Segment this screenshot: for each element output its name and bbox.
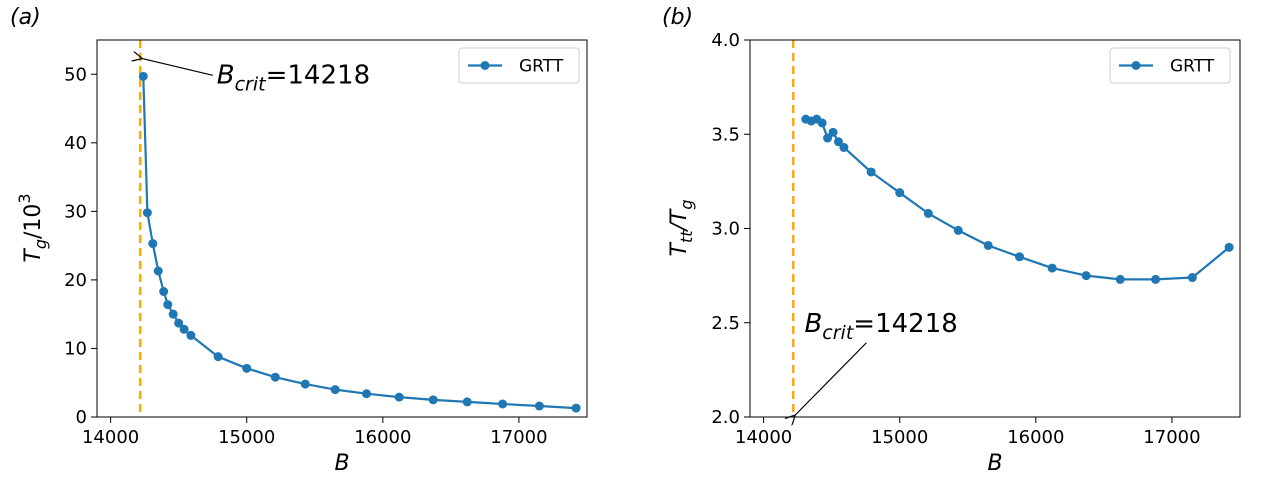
panel-a-data-point bbox=[138, 71, 148, 81]
panel-b-data-point bbox=[1187, 273, 1197, 283]
panel-b-legend: GRTT bbox=[1109, 47, 1231, 84]
panel-a-data-point bbox=[330, 385, 340, 395]
panel-b-plot-layer bbox=[801, 114, 1234, 284]
panel-b-data-point bbox=[1224, 242, 1234, 252]
panel-a-data-point bbox=[498, 399, 508, 409]
panel-b-data-point bbox=[953, 225, 963, 235]
panel-a-ytick-label-0: 0 bbox=[76, 407, 87, 428]
panel-b-data-point bbox=[983, 240, 993, 250]
panel-b-data-point bbox=[817, 118, 827, 128]
panel-b-data-point bbox=[923, 208, 933, 218]
panel-a-data-point bbox=[571, 403, 581, 413]
panel-a-ytick-label-1: 10 bbox=[64, 338, 87, 359]
panel-a-data-point bbox=[300, 379, 310, 389]
panel-b-annotation-text: Bcrit=14218 bbox=[804, 309, 957, 344]
panel-a-ytick-label-5: 50 bbox=[64, 64, 87, 85]
panel-b-data-point bbox=[833, 137, 843, 147]
panel-b-label: (b) bbox=[662, 5, 693, 30]
panel-a-ytick-label-2: 20 bbox=[64, 270, 87, 291]
panel-b-data-point bbox=[1047, 263, 1057, 273]
panel-b-data-point bbox=[839, 142, 849, 152]
panel-a-data-point bbox=[462, 397, 472, 407]
panel-a-annotation-text: Bcrit=14218 bbox=[217, 60, 370, 95]
panel-b-data-point bbox=[1115, 274, 1125, 284]
panel-b-legend-marker bbox=[1131, 61, 1141, 70]
panel-b-ytick-label-4: 4.0 bbox=[711, 30, 740, 51]
panel-a-data-point bbox=[163, 300, 173, 310]
panel-a-data-point bbox=[179, 324, 189, 334]
panel-a-data-point bbox=[270, 372, 280, 382]
panel-b-legend-text: GRTT bbox=[1170, 57, 1215, 77]
panel-a-ytick-label-3: 30 bbox=[64, 201, 87, 222]
panel-a-legend: GRTT bbox=[458, 47, 580, 84]
panel-a-data-point bbox=[159, 287, 169, 297]
panel-b: (b) 14000 15000 16000 170002.02.53.03.54.0 … bbox=[662, 5, 1241, 476]
panel-a-annotation: Bcrit=14218 bbox=[142, 59, 370, 95]
panel-b-annotation: Bcrit=14218 bbox=[795, 309, 958, 415]
panel-b-ytick-label-1: 2.5 bbox=[711, 313, 740, 334]
panel-a-data-point bbox=[168, 309, 178, 319]
panel-b-legend-box bbox=[1109, 47, 1231, 84]
panel-a: (a) 14000 15000 16000 17000 0 10 20 30 40 50 B Tg… bbox=[10, 5, 588, 476]
panel-a-xtick-label-1: 15000 bbox=[218, 427, 275, 448]
panel-b-ytick-label-3: 3.5 bbox=[711, 124, 740, 145]
panel-b-xtick-label-3: 17000 bbox=[1143, 427, 1200, 448]
panel-a-data-point bbox=[148, 239, 158, 249]
panel-a-ytick-label-4: 40 bbox=[64, 133, 87, 154]
panel-a-legend-text: GRTT bbox=[519, 57, 564, 77]
panel-a-data-point bbox=[534, 401, 544, 411]
panel-a-data-point bbox=[186, 330, 196, 340]
panel-a-data-point bbox=[174, 318, 184, 328]
panel-a-data-point bbox=[362, 389, 371, 399]
panel-b-ytick-label-0: 2.0 bbox=[711, 407, 740, 428]
panel-b-xtick-label-2: 16000 bbox=[1007, 427, 1064, 448]
panel-b-data-point bbox=[1081, 271, 1091, 281]
panel-b-xlabel: B bbox=[987, 451, 1002, 476]
panel-a-xlabel: B bbox=[334, 451, 349, 476]
panel-a-data-point bbox=[394, 392, 404, 402]
panel-a-ticks: 14000 15000 16000 17000 0 10 20 30 40 50 bbox=[64, 64, 547, 448]
panel-a-legend-box bbox=[458, 47, 580, 84]
panel-b-data-point bbox=[828, 127, 838, 137]
panel-b-annotation-arrow bbox=[795, 342, 867, 415]
panel-a-xtick-label-3: 17000 bbox=[490, 427, 547, 448]
panel-b-ticks: 14000 15000 16000 17000 2.0 2.5 3.0 3.5 4.0 bbox=[711, 30, 1200, 448]
panel-a-data-point bbox=[213, 352, 223, 362]
panel-b-data-point bbox=[895, 188, 905, 198]
panel-a-data-point bbox=[153, 266, 163, 276]
panel-b-ytick-label-2: 3.0 bbox=[711, 219, 740, 240]
panel-b-ylabel: Ttt/Tg bbox=[667, 199, 696, 256]
panel-a-legend-marker bbox=[480, 61, 490, 70]
panel-a-plot-layer bbox=[138, 71, 581, 413]
panel-a-data-point bbox=[242, 363, 252, 373]
panel-b-xtick-label-0: 14000 bbox=[735, 427, 792, 448]
panel-a-data-point bbox=[142, 208, 152, 218]
panel-b-data-point bbox=[823, 133, 833, 143]
panel-a-annotation-arrow bbox=[142, 59, 213, 76]
panel-b-data-point bbox=[866, 167, 876, 177]
panel-b-axes-frame bbox=[749, 39, 1241, 418]
panel-a-ylabel: Tg/103 bbox=[15, 193, 50, 262]
panel-b-data-point bbox=[1015, 252, 1024, 262]
panel-b-data-point bbox=[1151, 274, 1161, 284]
panel-a-label: (a) bbox=[10, 5, 41, 30]
panel-a-axes-frame bbox=[96, 39, 588, 418]
panel-a-series-line bbox=[142, 76, 577, 410]
panel-b-xtick-label-1: 15000 bbox=[871, 427, 928, 448]
panel-a-data-point bbox=[428, 395, 438, 405]
panel-a-xtick-label-2: 16000 bbox=[354, 427, 411, 448]
panel-a-xtick-label-0: 14000 bbox=[82, 427, 139, 448]
